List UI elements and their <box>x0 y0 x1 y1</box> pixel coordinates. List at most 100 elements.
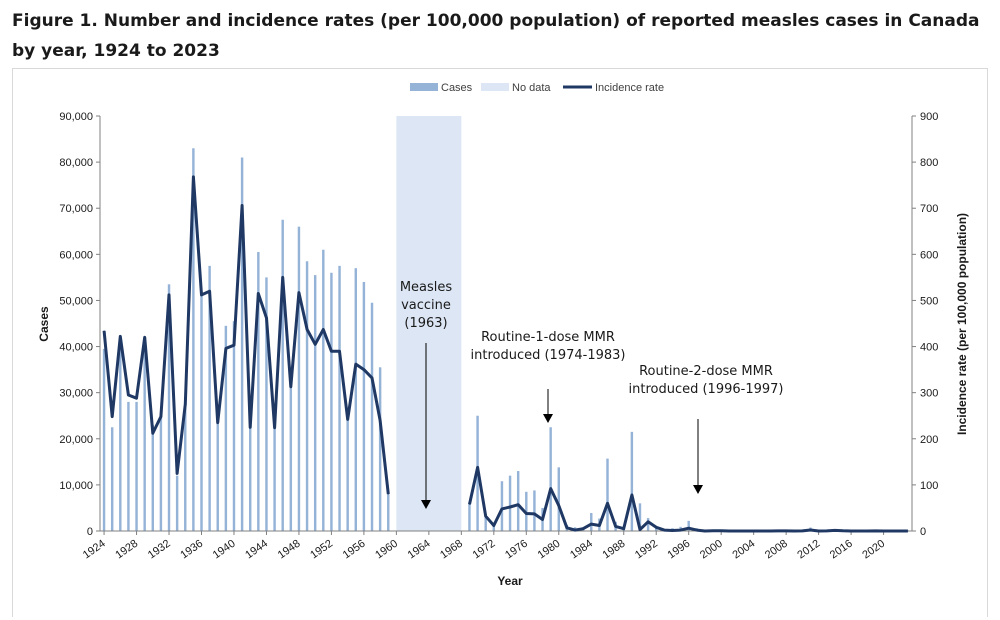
incidence-point-1939 <box>225 347 227 349</box>
incidence-point-1943 <box>257 293 259 295</box>
bar-1936 <box>200 295 203 531</box>
bar-1951 <box>322 249 325 531</box>
y2-axis-title: Incidence rate (per 100,000 population) <box>955 213 969 435</box>
incidence-point-1941 <box>241 204 243 206</box>
bar-1986 <box>606 458 609 531</box>
incidence-point-1982 <box>574 529 576 531</box>
bar-1953 <box>338 265 341 531</box>
y2-tick-label: 600 <box>920 249 938 261</box>
incidence-point-2011 <box>810 529 811 531</box>
incidence-point-1980 <box>558 505 560 507</box>
annotation-mmr1-line: Routine-1-dose MMR <box>481 330 615 345</box>
bar-1977 <box>533 490 536 531</box>
incidence-point-2001 <box>728 530 730 532</box>
bar-1950 <box>313 275 317 531</box>
incidence-point-2022 <box>899 530 901 532</box>
incidence-point-1925 <box>111 416 113 418</box>
x-tick-label: 1984 <box>568 538 595 562</box>
bar-1973 <box>500 481 504 531</box>
bar-1925 <box>110 427 114 531</box>
x-tick-label: 1936 <box>178 538 205 562</box>
bar-1930 <box>151 424 154 531</box>
incidence-point-1933 <box>176 472 178 474</box>
incidence-point-1957 <box>371 377 373 379</box>
bar-1990 <box>638 503 642 531</box>
incidence-point-1987 <box>615 525 617 527</box>
y-tick-label: 60,000 <box>59 249 93 261</box>
incidence-point-2005 <box>761 530 763 532</box>
incidence-point-1972 <box>493 524 495 526</box>
incidence-point-1930 <box>152 432 154 434</box>
incidence-point-1956 <box>363 369 365 371</box>
bar-1996 <box>687 520 690 531</box>
bar-1954 <box>346 418 349 531</box>
bar-1957 <box>370 302 374 531</box>
incidence-point-1948 <box>298 292 300 294</box>
bar-1980 <box>557 467 560 531</box>
incidence-point-2003 <box>745 530 747 532</box>
bar-1972 <box>492 524 496 531</box>
incidence-point-1988 <box>623 528 625 530</box>
incidence-point-2018 <box>866 530 868 532</box>
bar-1958 <box>378 367 382 531</box>
incidence-point-2002 <box>736 530 738 532</box>
legend-label-no-data: No data <box>512 82 551 94</box>
incidence-point-1955 <box>355 363 357 365</box>
bar-1928 <box>135 401 138 531</box>
x-tick-label: 1972 <box>471 538 498 562</box>
incidence-point-1996 <box>688 527 690 529</box>
bar-1947 <box>289 385 293 531</box>
incidence-point-1949 <box>306 328 308 330</box>
incidence-point-2017 <box>858 530 860 532</box>
incidence-point-2004 <box>753 530 755 532</box>
y-tick-label: 20,000 <box>59 434 93 446</box>
incidence-point-1934 <box>184 403 186 405</box>
incidence-point-2016 <box>850 530 852 532</box>
incidence-point-1992 <box>655 526 657 528</box>
incidence-point-1991 <box>647 521 649 523</box>
bar-1941 <box>240 157 244 531</box>
y2-tick-label: 800 <box>920 157 938 169</box>
incidence-point-1986 <box>607 502 608 504</box>
bar-1940 <box>232 321 236 531</box>
x-tick-label: 1944 <box>243 538 270 562</box>
incidence-point-1942 <box>249 426 251 428</box>
incidence-point-1981 <box>566 527 568 529</box>
incidence-point-1929 <box>144 336 146 338</box>
bar-1955 <box>354 268 357 531</box>
incidence-point-1935 <box>192 176 194 178</box>
incidence-point-1999 <box>712 530 714 532</box>
legend-label-cases: Cases <box>441 82 473 94</box>
x-tick-label: 2012 <box>795 538 822 562</box>
legend-swatch-no-data <box>481 83 509 91</box>
bar-1989 <box>630 431 634 531</box>
incidence-point-1984 <box>590 523 592 525</box>
x-tick-label: 1976 <box>503 538 530 562</box>
bar-1924 <box>102 348 106 531</box>
x-tick-label: 1932 <box>146 538 173 562</box>
annotation-mmr2-line: introduced (1996-1997) <box>629 382 784 397</box>
bar-1959 <box>387 494 390 531</box>
x-axis-title: Year <box>497 574 523 588</box>
incidence-point-1927 <box>127 394 129 396</box>
y2-tick-label: 700 <box>920 203 938 215</box>
incidence-point-2013 <box>826 530 828 532</box>
incidence-point-1989 <box>631 494 633 496</box>
bar-1932 <box>167 284 171 531</box>
incidence-point-1958 <box>379 419 381 421</box>
bar-1992 <box>655 526 658 531</box>
y2-tick-label: 300 <box>920 388 938 400</box>
bar-1979 <box>549 427 552 531</box>
incidence-point-1983 <box>582 528 584 530</box>
bar-1949 <box>305 261 309 531</box>
x-tick-label: 2020 <box>860 538 887 562</box>
y-tick-label: 10,000 <box>59 480 93 492</box>
bar-1956 <box>362 282 366 531</box>
y2-tick-label: 400 <box>920 342 938 354</box>
x-tick-label: 1980 <box>536 538 563 562</box>
incidence-point-1974 <box>509 506 511 508</box>
no-data-band <box>396 116 462 531</box>
incidence-point-1971 <box>485 515 487 517</box>
incidence-point-1993 <box>663 529 665 531</box>
bar-1975 <box>516 471 520 531</box>
